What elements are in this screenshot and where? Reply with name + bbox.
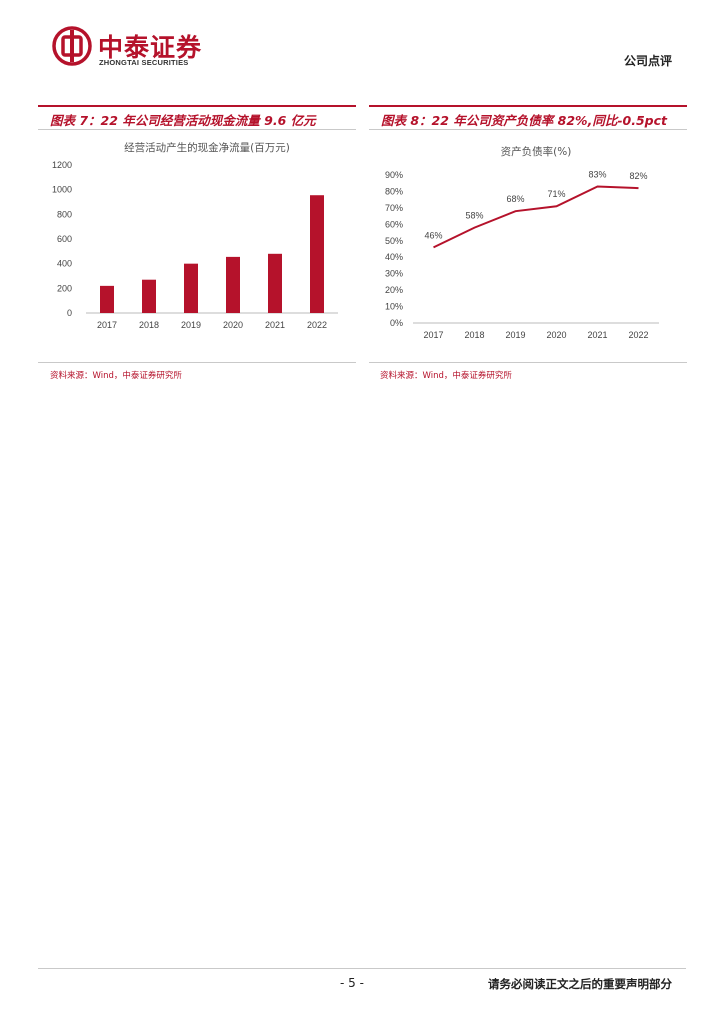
x-tick-label: 2018 <box>139 320 159 330</box>
x-tick-label: 2021 <box>265 320 285 330</box>
debt-ratio-line-chart: 资产负债率(%) 0% 10% 20% 30% 40% 50% 60% 70% 80% 90% 201… <box>385 145 659 340</box>
chart-title: 资产负债率(%) <box>501 145 572 158</box>
data-label: 82% <box>629 171 647 181</box>
y-tick-label: 1000 <box>52 185 72 195</box>
data-label: 71% <box>547 189 565 199</box>
figure-7: 图表 7：22 年公司经营活动现金流量 9.6 亿元 经营活动产生的现金净流量(… <box>38 105 356 367</box>
x-tick-label: 2021 <box>587 330 607 340</box>
y-tick-label: 600 <box>57 234 72 244</box>
x-tick-label: 2020 <box>223 320 243 330</box>
figure-source: 资料来源：Wind，中泰证券研究所 <box>380 371 512 381</box>
figure-title: 图表 8：22 年公司资产负债率 82%,同比-0.5pct <box>381 113 667 128</box>
series-line <box>433 185 639 249</box>
data-label: 68% <box>506 194 524 204</box>
figure-title: 图表 7：22 年公司经营活动现金流量 9.6 亿元 <box>50 113 316 128</box>
bar-2020 <box>226 256 240 313</box>
y-tick-label: 20% <box>385 285 403 295</box>
bar-2019 <box>184 263 198 313</box>
bar-2022 <box>310 195 324 313</box>
logo-text-cn: 中泰证券 <box>98 33 203 62</box>
data-label: 83% <box>588 170 606 180</box>
y-tick-label: 60% <box>385 219 403 229</box>
x-tick-label: 2020 <box>546 330 566 340</box>
figure-8: 图表 8：22 年公司资产负债率 82%,同比-0.5pct 资产负债率(%) 0… <box>369 105 687 367</box>
figure-top-rule <box>38 105 356 107</box>
y-tick-label: 800 <box>57 209 72 219</box>
y-tick-label: 10% <box>385 302 403 312</box>
y-tick-label: 90% <box>385 170 403 180</box>
page-number: - 5 - <box>340 976 364 990</box>
x-tick-label: 2017 <box>423 330 443 340</box>
y-tick-label: 0 <box>67 308 72 318</box>
y-tick-label: 1200 <box>52 160 72 170</box>
figure-title-rule <box>38 129 356 130</box>
document-type: 公司点评 <box>623 54 672 68</box>
bar-2021 <box>268 253 282 313</box>
y-tick-label: 40% <box>385 252 403 262</box>
y-tick-label: 80% <box>385 186 403 196</box>
y-tick-label: 30% <box>385 269 403 279</box>
data-label: 58% <box>465 211 483 221</box>
chart-title: 经营活动产生的现金净流量(百万元) <box>124 141 290 154</box>
bar-2017 <box>100 285 114 313</box>
figure-source: 资料来源：Wind，中泰证券研究所 <box>50 371 182 381</box>
logo-text-en: ZHONGTAI SECURITIES <box>99 58 189 67</box>
figure-bottom-rule <box>369 362 687 363</box>
figure-title-rule <box>369 129 687 130</box>
bar-2018 <box>142 279 156 313</box>
x-tick-label: 2022 <box>307 320 327 330</box>
y-tick-label: 70% <box>385 203 403 213</box>
y-tick-label: 50% <box>385 236 403 246</box>
x-tick-label: 2019 <box>181 320 201 330</box>
y-tick-label: 0% <box>390 318 403 328</box>
x-tick-label: 2018 <box>464 330 484 340</box>
x-tick-label: 2022 <box>628 330 648 340</box>
company-logo: 中泰证券 ZHONGTAI SECURITIES <box>52 26 232 72</box>
data-label: 46% <box>424 230 442 240</box>
y-tick-label: 200 <box>57 283 72 293</box>
figure-bottom-rule <box>38 362 356 363</box>
figure-top-rule <box>369 105 687 107</box>
y-tick-label: 400 <box>57 259 72 269</box>
footer-rule <box>38 968 686 969</box>
zhongtai-logo-icon <box>52 26 92 66</box>
x-tick-label: 2019 <box>505 330 525 340</box>
x-tick-label: 2017 <box>97 320 117 330</box>
footer-disclaimer: 请务必阅读正文之后的重要声明部分 <box>488 977 672 991</box>
cashflow-bar-chart: 经营活动产生的现金净流量(百万元) 0 200 400 600 800 1000 1200 20… <box>52 141 338 330</box>
